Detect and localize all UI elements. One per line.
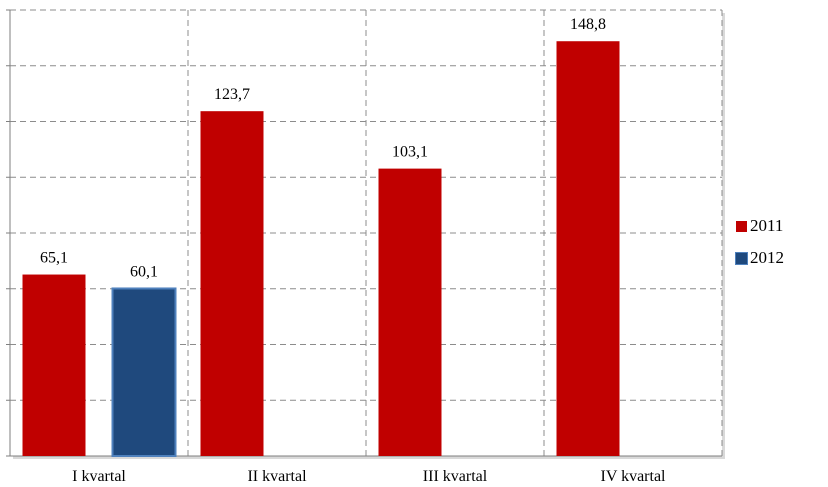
data-label-2011-1: 65,1 [40,250,68,267]
bar-2012-1 [111,287,177,457]
legend-item-2012: 2012 [735,248,784,268]
x-tick-label-4: IV kvartal [600,468,666,485]
x-tick-label-1: I kvartal [72,468,126,485]
x-tick-label-2: II kvartal [247,468,307,485]
legend-item-2011: 2011 [736,216,784,236]
bar-2011-1 [22,274,86,456]
data-label-2011-4: 148,8 [570,16,606,33]
legend-label-2012: 2012 [750,248,784,267]
bar-2011-3 [378,168,442,456]
legend-label-2011: 2011 [750,216,784,235]
legend: 2011 2012 [735,216,784,280]
x-tick-label-3: III kvartal [423,468,488,485]
plot-area: 65,1 123,7 103,1 148,8 60,1 I kvartal II kvart… [6,9,725,485]
legend-swatch-2012 [735,251,748,265]
bar-2011-2 [200,111,264,456]
data-label-2011-3: 103,1 [392,144,428,161]
legend-swatch-2011 [736,220,747,232]
data-label-2012-1: 60,1 [130,263,158,280]
data-label-2011-2: 123,7 [214,86,250,103]
bar-2011-4 [556,41,620,456]
